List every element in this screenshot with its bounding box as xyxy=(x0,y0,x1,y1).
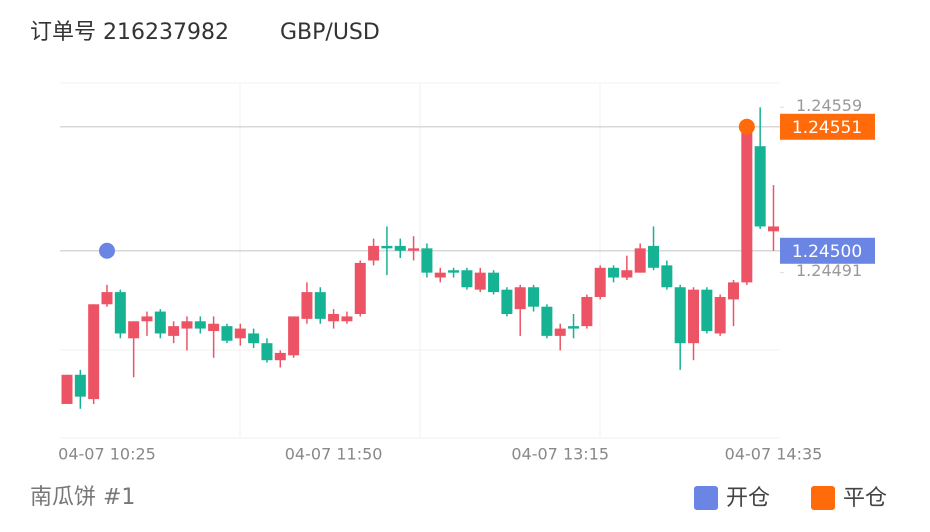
candle-body xyxy=(154,311,166,334)
candle-body xyxy=(114,292,126,334)
candle-body xyxy=(181,321,193,329)
candle-body xyxy=(194,321,206,329)
candle-body xyxy=(248,333,260,344)
candle-body xyxy=(88,304,100,400)
candle-body xyxy=(634,248,646,273)
candle-body xyxy=(408,248,420,251)
candle-body xyxy=(421,248,433,273)
candle-body xyxy=(101,292,113,305)
candle-body xyxy=(208,323,220,332)
candle-body xyxy=(448,270,460,273)
candle-body xyxy=(514,287,526,310)
candle-body xyxy=(608,267,620,278)
price-label-box xyxy=(780,237,875,264)
legend-swatch xyxy=(694,486,718,510)
x-tick-label: 04-07 13:15 xyxy=(511,445,609,464)
candle-body xyxy=(461,270,473,288)
price-label-box xyxy=(780,113,875,140)
candle-body xyxy=(381,245,393,249)
candle-body xyxy=(368,245,380,261)
candle-body xyxy=(341,316,353,322)
y-tick-label: 1.24559 xyxy=(796,96,862,115)
candle-body xyxy=(394,245,406,251)
legend-label: 平仓 xyxy=(843,486,887,511)
candle-body xyxy=(234,328,246,339)
trade-marker xyxy=(738,118,755,135)
candle-body xyxy=(354,262,366,314)
candle-body xyxy=(674,287,686,344)
candle-body xyxy=(767,226,779,232)
candle-body xyxy=(594,267,606,297)
candle-body xyxy=(581,296,593,327)
candle-body xyxy=(221,326,233,341)
trade-marker xyxy=(98,242,115,259)
legend-swatch xyxy=(811,486,835,510)
candle-body xyxy=(568,326,580,329)
candle-body xyxy=(621,270,633,278)
candle-body xyxy=(301,292,313,319)
candle-body xyxy=(488,272,500,293)
candle-body xyxy=(434,272,446,278)
candle-body xyxy=(754,146,766,227)
candle-body xyxy=(554,328,566,336)
candle-body xyxy=(688,289,700,344)
x-tick-label: 04-07 14:35 xyxy=(725,445,823,464)
candle-body xyxy=(61,374,73,404)
candle-body xyxy=(714,296,726,334)
candle-body xyxy=(128,321,140,339)
candle-body xyxy=(314,292,326,319)
footer: 南瓜饼 #1 xyxy=(30,485,135,510)
order-title: 订单号 216237982 xyxy=(30,20,229,45)
candle-body xyxy=(288,316,300,356)
candle-body xyxy=(541,306,553,336)
price-label: 1.24551 xyxy=(792,118,862,138)
candle-body xyxy=(661,265,673,288)
symbol: GBP/USD xyxy=(280,20,380,45)
x-tick-label: 04-07 10:25 xyxy=(58,445,156,464)
candle-body xyxy=(141,316,153,322)
y-tick-label: 1.24491 xyxy=(796,261,862,280)
candle-body xyxy=(328,313,340,322)
candle-body xyxy=(528,287,540,307)
candle-body xyxy=(501,289,513,314)
candle-body xyxy=(261,343,273,361)
candle-body xyxy=(701,289,713,332)
candle-body xyxy=(474,272,486,290)
candle-body xyxy=(728,282,739,300)
candle-body xyxy=(741,126,753,283)
candle-body xyxy=(274,352,286,361)
candle-body xyxy=(168,326,180,336)
legend-label: 开仓 xyxy=(726,486,770,511)
x-tick-label: 04-07 11:50 xyxy=(285,445,383,464)
grid xyxy=(60,82,780,439)
price-label: 1.24500 xyxy=(792,242,862,262)
candle-body xyxy=(74,374,86,397)
candle-body xyxy=(648,245,660,268)
